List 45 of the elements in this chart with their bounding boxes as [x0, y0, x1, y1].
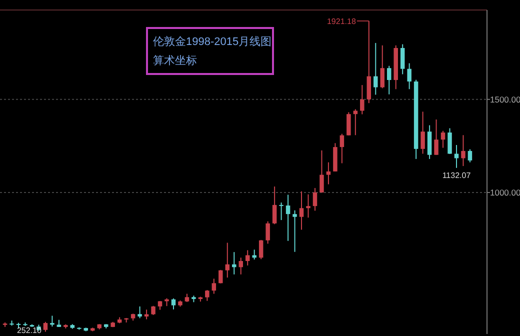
- candlestick: [266, 220, 270, 244]
- candlestick: [346, 112, 351, 136]
- candlestick: [326, 162, 331, 185]
- candlestick: [151, 305, 156, 316]
- candlestick: [218, 269, 223, 284]
- candlestick: [420, 111, 425, 154]
- candlestick: [232, 252, 236, 275]
- candlestick: [312, 188, 318, 212]
- candlestick: [286, 194, 290, 242]
- candlestick: [299, 190, 304, 230]
- candlestick: [306, 194, 310, 218]
- candlestick: [434, 118, 438, 156]
- candlestick: [340, 133, 344, 164]
- candlestick: [212, 278, 216, 294]
- candlestick: [448, 128, 452, 154]
- candlestick: [205, 290, 210, 302]
- candlestick: [245, 250, 250, 266]
- text: 伦敦金1998-2015月线图: [153, 35, 272, 48]
- annotation: 252.10: [16, 326, 42, 335]
- candlestick: [292, 210, 297, 252]
- candlestick: [386, 65, 392, 95]
- candlestick: [171, 298, 176, 310]
- candlestick: [258, 239, 264, 260]
- text: 算术坐标: [153, 54, 197, 67]
- candlestick: [440, 130, 446, 148]
- candlestick: [360, 84, 364, 115]
- candlestick: [50, 315, 54, 328]
- annotation: 1921.18: [326, 16, 356, 26]
- candlestick: [380, 44, 384, 89]
- candlestick: [468, 148, 472, 163]
- candlestick: [272, 186, 277, 225]
- candlestick: [320, 150, 324, 193]
- candlestick: [225, 242, 230, 278]
- annotation: 1132.07: [442, 170, 472, 180]
- candlestick: [138, 306, 142, 319]
- candlestick: [374, 42, 378, 96]
- candlestick: [427, 124, 432, 160]
- candlestick: [252, 249, 256, 260]
- candlestick: [43, 321, 48, 332]
- candlestick: [353, 108, 358, 136]
- candlestick: [238, 257, 243, 275]
- candlestick: [461, 134, 466, 167]
- candlestick: [279, 202, 284, 221]
- candlestick: [407, 62, 412, 90]
- candlestick: [400, 44, 405, 75]
